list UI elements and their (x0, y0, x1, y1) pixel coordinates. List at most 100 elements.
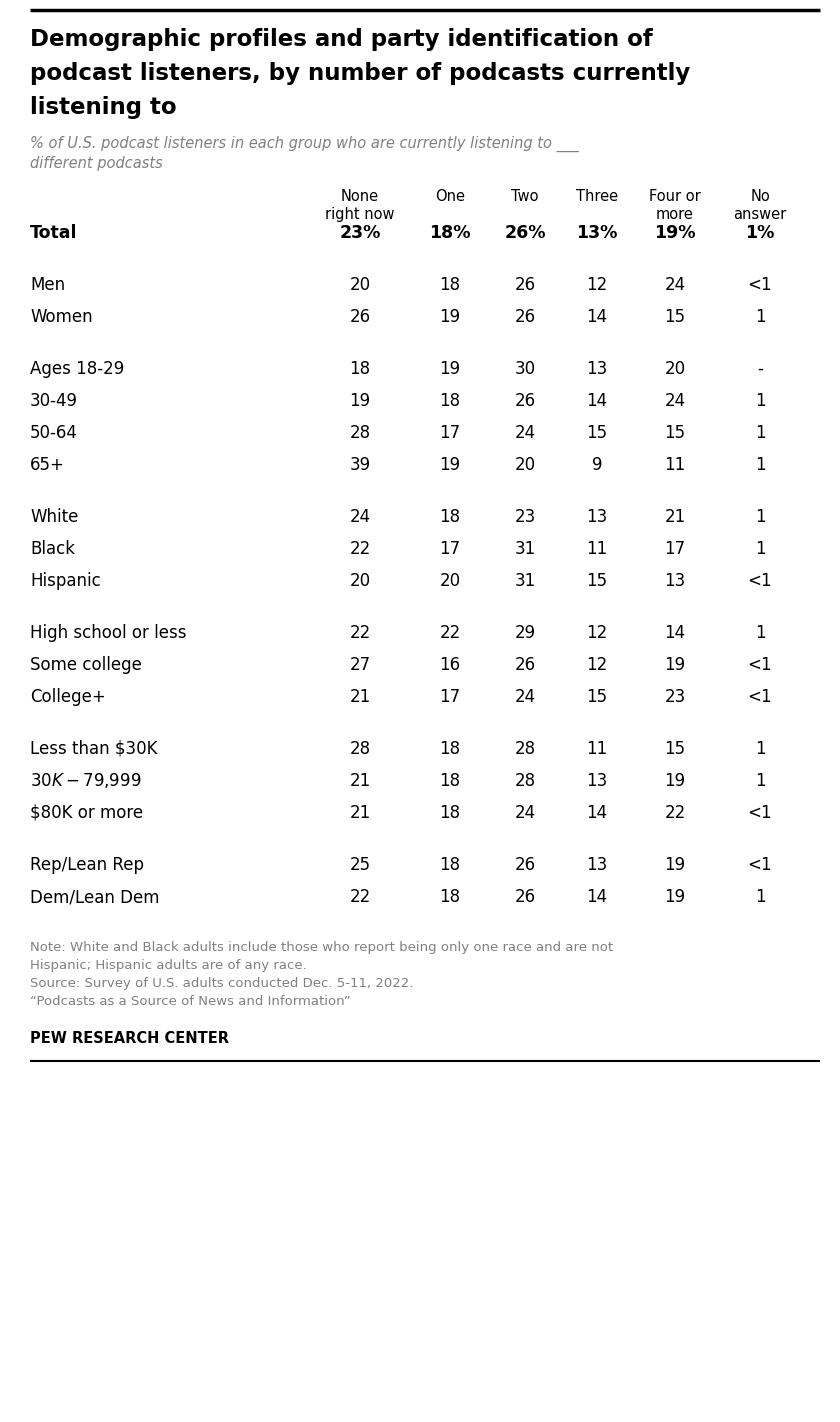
Text: 13: 13 (664, 572, 685, 590)
Text: 19: 19 (664, 887, 685, 906)
Text: 65+: 65+ (30, 456, 65, 474)
Text: Hispanic; Hispanic adults are of any race.: Hispanic; Hispanic adults are of any rac… (30, 958, 307, 973)
Text: 30-49: 30-49 (30, 392, 78, 410)
Text: 24: 24 (664, 276, 685, 294)
Text: 24: 24 (514, 424, 536, 442)
Text: 25: 25 (349, 856, 370, 875)
Text: 15: 15 (586, 572, 607, 590)
Text: 18: 18 (439, 856, 460, 875)
Text: 1: 1 (754, 887, 765, 906)
Text: 15: 15 (664, 739, 685, 758)
Text: 14: 14 (586, 887, 607, 906)
Text: 21: 21 (664, 508, 685, 526)
Text: 27: 27 (349, 656, 370, 674)
Text: 1: 1 (754, 772, 765, 791)
Text: 28: 28 (514, 739, 536, 758)
Text: 20: 20 (349, 276, 370, 294)
Text: podcast listeners, by number of podcasts currently: podcast listeners, by number of podcasts… (30, 63, 690, 85)
Text: 1%: 1% (745, 225, 774, 242)
Text: 20: 20 (439, 572, 460, 590)
Text: 18: 18 (439, 772, 460, 791)
Text: 26: 26 (514, 276, 536, 294)
Text: Less than $30K: Less than $30K (30, 739, 158, 758)
Text: 24: 24 (514, 803, 536, 822)
Text: College+: College+ (30, 688, 106, 705)
Text: 26%: 26% (504, 225, 546, 242)
Text: Source: Survey of U.S. adults conducted Dec. 5-11, 2022.: Source: Survey of U.S. adults conducted … (30, 977, 413, 990)
Text: 19: 19 (349, 392, 370, 410)
Text: <1: <1 (748, 572, 772, 590)
Text: 21: 21 (349, 688, 370, 705)
Text: 19: 19 (664, 656, 685, 674)
Text: 12: 12 (586, 656, 607, 674)
Text: 30: 30 (514, 360, 536, 378)
Text: 12: 12 (586, 276, 607, 294)
Text: 18: 18 (349, 360, 370, 378)
Text: 15: 15 (586, 688, 607, 705)
Text: Note: White and Black adults include those who report being only one race and ar: Note: White and Black adults include tho… (30, 941, 613, 954)
Text: 19: 19 (439, 309, 460, 326)
Text: 31: 31 (514, 572, 536, 590)
Text: Hispanic: Hispanic (30, 572, 101, 590)
Text: 12: 12 (586, 624, 607, 641)
Text: Rep/Lean Rep: Rep/Lean Rep (30, 856, 144, 875)
Text: 1: 1 (754, 456, 765, 474)
Text: 26: 26 (514, 392, 536, 410)
Text: High school or less: High school or less (30, 624, 186, 641)
Text: 26: 26 (514, 656, 536, 674)
Text: 18: 18 (439, 276, 460, 294)
Text: $30K-$79,999: $30K-$79,999 (30, 772, 141, 791)
Text: 14: 14 (664, 624, 685, 641)
Text: 18%: 18% (429, 225, 470, 242)
Text: 1: 1 (754, 424, 765, 442)
Text: 1: 1 (754, 624, 765, 641)
Text: $80K or more: $80K or more (30, 803, 143, 822)
Text: 19: 19 (664, 772, 685, 791)
Text: 14: 14 (586, 309, 607, 326)
Text: 23: 23 (514, 508, 536, 526)
Text: 18: 18 (439, 508, 460, 526)
Text: 22: 22 (349, 624, 370, 641)
Text: 13%: 13% (576, 225, 617, 242)
Text: 17: 17 (439, 540, 460, 557)
Text: 20: 20 (349, 572, 370, 590)
Text: 26: 26 (514, 887, 536, 906)
Text: 18: 18 (439, 739, 460, 758)
Text: 15: 15 (664, 424, 685, 442)
Text: <1: <1 (748, 276, 772, 294)
Text: <1: <1 (748, 856, 772, 875)
Text: Total: Total (30, 225, 77, 242)
Text: Three: Three (576, 189, 618, 203)
Text: 19: 19 (439, 456, 460, 474)
Text: One: One (435, 189, 465, 203)
Text: Two: Two (512, 189, 538, 203)
Text: 1: 1 (754, 540, 765, 557)
Text: No
answer: No answer (733, 189, 786, 222)
Text: 23: 23 (664, 688, 685, 705)
Text: 18: 18 (439, 392, 460, 410)
Text: % of U.S. podcast listeners in each group who are currently listening to ___: % of U.S. podcast listeners in each grou… (30, 137, 579, 152)
Text: 15: 15 (586, 424, 607, 442)
Text: 22: 22 (439, 624, 460, 641)
Text: Men: Men (30, 276, 66, 294)
Text: 24: 24 (664, 392, 685, 410)
Text: 16: 16 (439, 656, 460, 674)
Text: 22: 22 (349, 540, 370, 557)
Text: 22: 22 (349, 887, 370, 906)
Text: 28: 28 (349, 424, 370, 442)
Text: 21: 21 (349, 772, 370, 791)
Text: <1: <1 (748, 803, 772, 822)
Text: 23%: 23% (339, 225, 381, 242)
Text: 17: 17 (439, 424, 460, 442)
Text: 11: 11 (586, 739, 607, 758)
Text: 1: 1 (754, 309, 765, 326)
Text: 50-64: 50-64 (30, 424, 78, 442)
Text: 18: 18 (439, 803, 460, 822)
Text: PEW RESEARCH CENTER: PEW RESEARCH CENTER (30, 1031, 229, 1047)
Text: 1: 1 (754, 392, 765, 410)
Text: 1: 1 (754, 508, 765, 526)
Text: <1: <1 (748, 688, 772, 705)
Text: 13: 13 (586, 508, 607, 526)
Text: None
right now: None right now (325, 189, 395, 222)
Text: 22: 22 (664, 803, 685, 822)
